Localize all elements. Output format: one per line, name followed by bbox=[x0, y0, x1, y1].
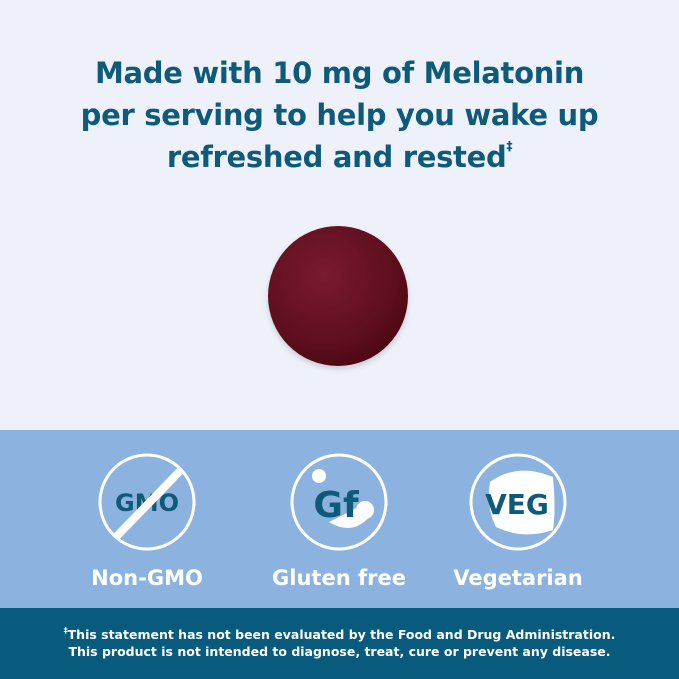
disclaimer: ‡This statement has not been evaluated b… bbox=[0, 608, 679, 679]
footnote-mark: ‡ bbox=[63, 626, 68, 635]
badges-band: GMO Non-GMO Gf Gluten free VEG Vegetaria… bbox=[0, 430, 679, 608]
non-gmo-icon: GMO bbox=[98, 453, 196, 551]
badge-label: Non-GMO bbox=[91, 566, 203, 590]
svg-text:VEG: VEG bbox=[485, 488, 549, 521]
headline: Made with 10 mg of Melatonin per serving… bbox=[0, 52, 679, 178]
badge-non-gmo: GMO Non-GMO bbox=[47, 452, 247, 590]
disclaimer-line-1: This statement has not been evaluated by… bbox=[67, 627, 616, 642]
badge-vegetarian: VEG Vegetarian bbox=[418, 452, 618, 590]
gummy-image bbox=[268, 226, 408, 366]
headline-line-3: refreshed and rested bbox=[166, 140, 507, 174]
badge-label: Gluten free bbox=[272, 566, 406, 590]
headline-line-1: Made with 10 mg of Melatonin bbox=[94, 56, 585, 90]
disclaimer-line-2: This product is not intended to diagnose… bbox=[68, 644, 611, 659]
badge-label: Vegetarian bbox=[453, 566, 583, 590]
badge-gluten-free: Gf Gluten free bbox=[239, 452, 439, 590]
hero-section: Made with 10 mg of Melatonin per serving… bbox=[0, 52, 679, 366]
vegetarian-leaf-icon: VEG bbox=[469, 453, 567, 551]
svg-text:Gf: Gf bbox=[313, 485, 359, 526]
headline-line-2: per serving to help you wake up bbox=[80, 98, 599, 132]
gluten-free-icon: Gf bbox=[290, 453, 388, 551]
footnote-mark: ‡ bbox=[506, 139, 513, 153]
